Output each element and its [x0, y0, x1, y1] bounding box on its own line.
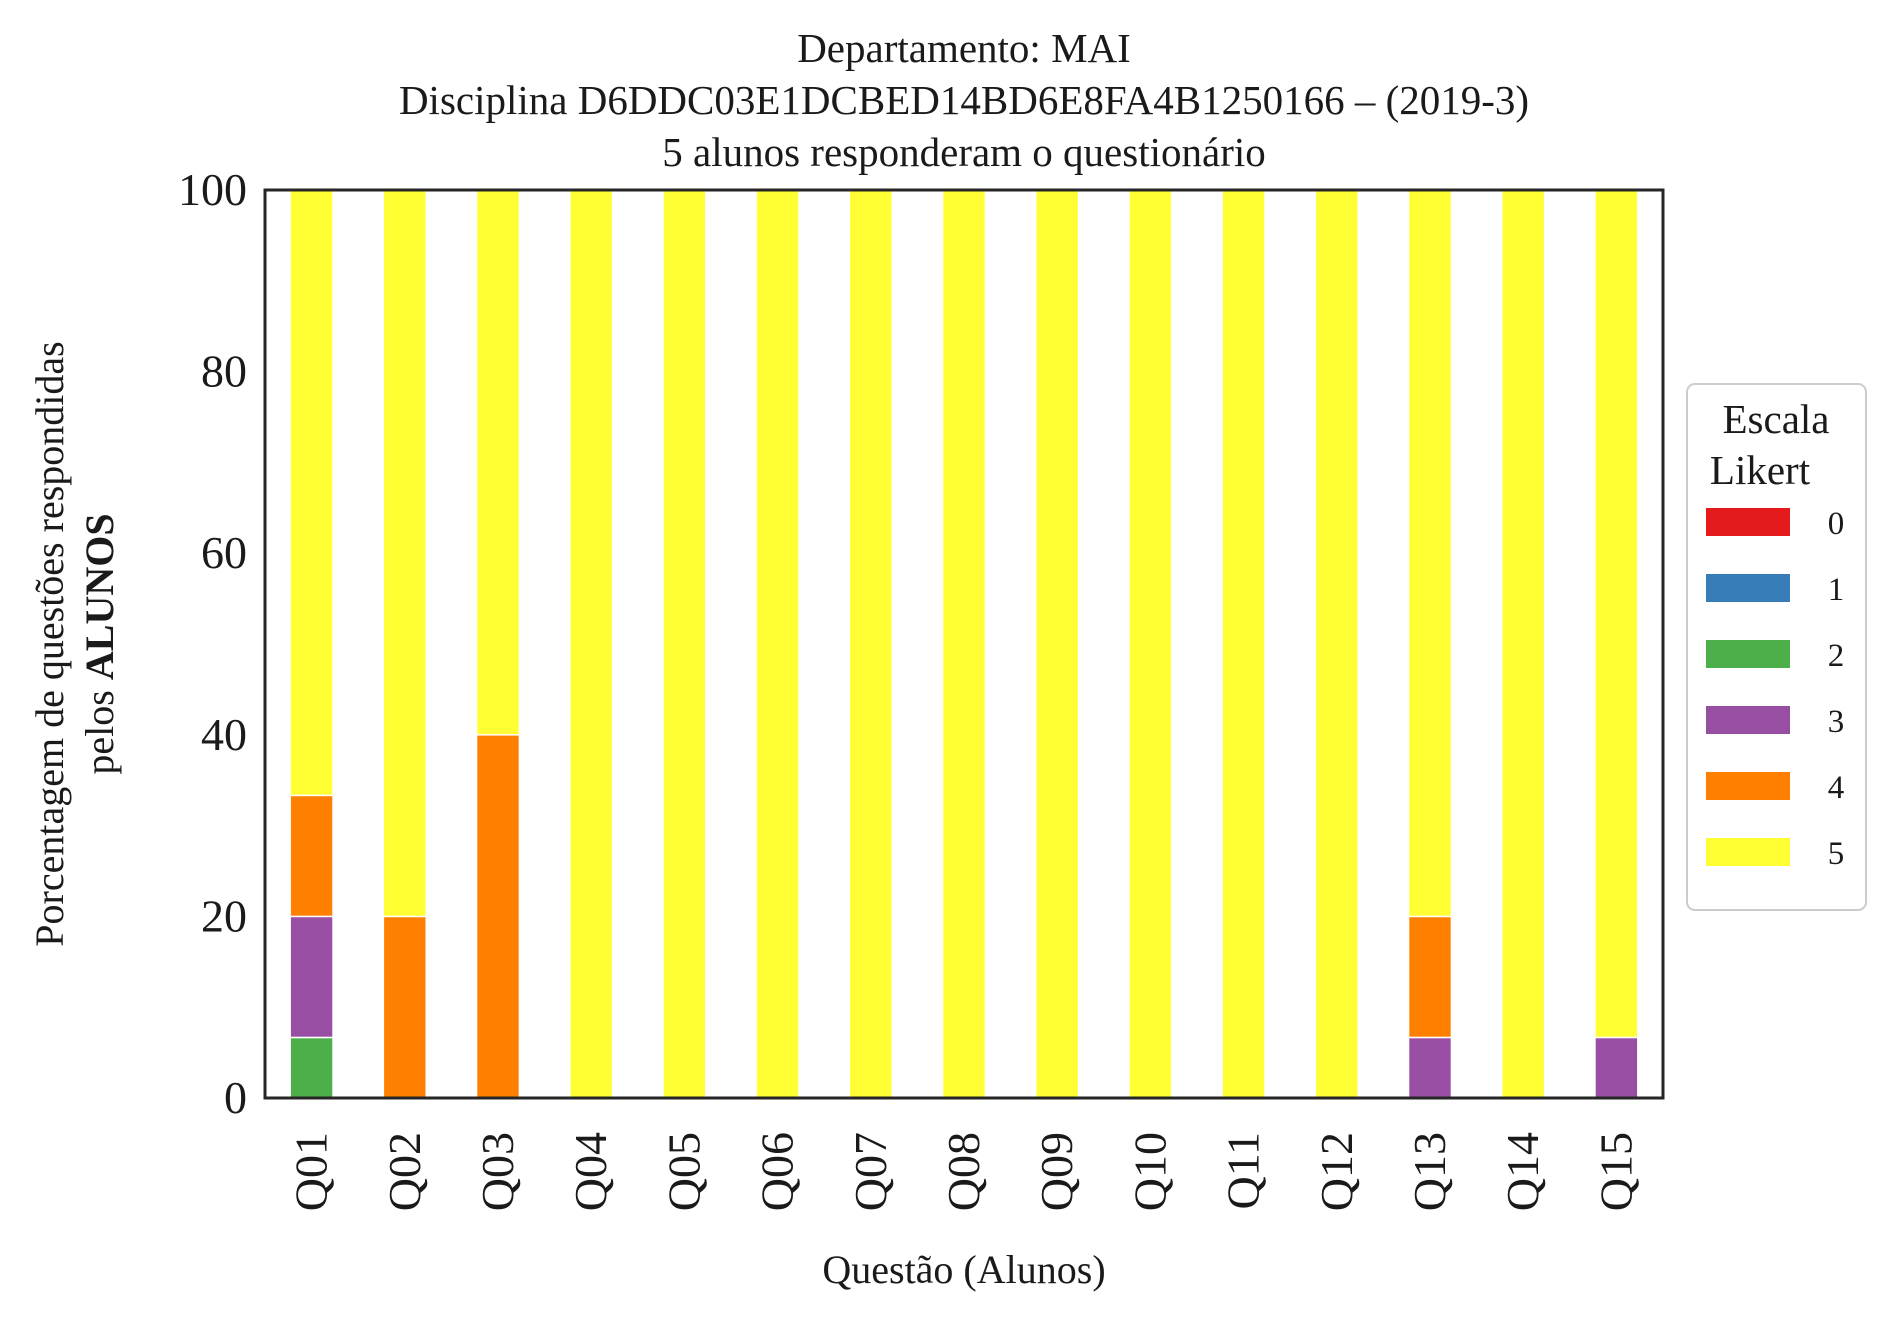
x-tick-label-q09: Q09: [1031, 1132, 1082, 1211]
y-axis-label-line1: Porcentagem de questões respondidas: [27, 341, 72, 946]
x-tick-label-q02: Q02: [379, 1132, 430, 1211]
bar-segment-q15-likert-5: [1594, 189, 1639, 1039]
y-axis-label-line2: pelos ALUNOS: [77, 513, 122, 774]
bar-segment-q11-likert-5: [1221, 189, 1266, 1099]
bar-segment-q06-likert-5: [755, 189, 800, 1099]
bar-segment-q09-likert-5: [1035, 189, 1080, 1099]
legend-label-2: 2: [1828, 638, 1845, 674]
legend-swatch-1: [1706, 574, 1790, 602]
y-tick-label-100: 100: [178, 164, 247, 215]
legend-title-line1: Escala: [1723, 396, 1830, 442]
y-tick-label-0: 0: [224, 1072, 247, 1123]
legend-label-3: 3: [1828, 704, 1845, 740]
x-tick-label-q08: Q08: [938, 1132, 989, 1211]
legend-swatch-2: [1706, 640, 1790, 668]
y-axis-ticks: 0 20 40 60 80 100: [178, 164, 247, 1123]
x-tick-label-q12: Q12: [1311, 1132, 1362, 1211]
y-tick-label-60: 60: [201, 527, 247, 578]
bar-segment-q14-likert-5: [1501, 189, 1546, 1099]
x-tick-label-q05: Q05: [658, 1132, 709, 1211]
legend-swatch-5: [1706, 838, 1790, 866]
legend-label-1: 1: [1828, 572, 1845, 608]
legend-swatch-0: [1706, 508, 1790, 536]
bar-segment-q05-likert-5: [662, 189, 707, 1099]
y-axis-label: Porcentagem de questões respondidas pelo…: [27, 341, 122, 946]
bar-segment-q13-likert-3: [1407, 1036, 1453, 1099]
x-tick-label-q10: Q10: [1124, 1132, 1175, 1211]
x-tick-label-q15: Q15: [1590, 1132, 1641, 1211]
bar-segment-q03-likert-4: [475, 734, 521, 1099]
bar-segment-q01-likert-3: [289, 915, 334, 1039]
bar-segment-q13-likert-4: [1407, 915, 1453, 1039]
legend-items: 0 1 2 3 4 5: [1706, 506, 1844, 872]
x-axis-ticks: Q01 Q02 Q03 Q04 Q05 Q06 Q07 Q08 Q09 Q10 Q11 Q12 Q13 Q…: [286, 1132, 1642, 1211]
x-tick-label-q13: Q13: [1404, 1132, 1455, 1211]
legend-label-0: 0: [1828, 506, 1845, 542]
chart-title-course: Disciplina D6DDC03E1DCBED14BD6E8FA4B1250…: [399, 77, 1529, 123]
bar-segment-q12-likert-5: [1314, 189, 1359, 1099]
chart-title-respondents: 5 alunos responderam o questionário: [662, 129, 1265, 175]
x-axis-label: Questão (Alunos): [822, 1247, 1105, 1292]
bar-segment-q02-likert-5: [382, 189, 427, 918]
bar-segment-q01-likert-2: [289, 1036, 334, 1099]
bar-segment-q03-likert-5: [475, 189, 521, 736]
y-tick-label-40: 40: [201, 709, 247, 760]
legend-label-4: 4: [1828, 770, 1845, 806]
bar-segment-q13-likert-5: [1407, 189, 1453, 918]
legend: Escala Likert 0 1 2 3 4 5: [1686, 383, 1867, 911]
x-tick-label-q03: Q03: [472, 1132, 523, 1211]
bar-group: [289, 189, 1639, 1099]
x-tick-label-q04: Q04: [565, 1132, 616, 1211]
x-tick-label-q07: Q07: [845, 1132, 896, 1211]
y-axis-label-prefix: pelos: [77, 680, 122, 774]
legend-swatch-3: [1706, 706, 1790, 734]
chart-title-department: Departamento: MAI: [797, 25, 1131, 71]
bar-segment-q04-likert-5: [569, 189, 614, 1099]
x-tick-label-q01: Q01: [286, 1132, 337, 1211]
bar-segment-q07-likert-5: [848, 189, 893, 1099]
legend-title-line2: Likert: [1710, 447, 1811, 493]
bar-segment-q01-likert-5: [289, 189, 334, 797]
legend-label-5: 5: [1828, 836, 1845, 872]
bar-segment-q15-likert-3: [1594, 1036, 1639, 1099]
x-tick-label-q11: Q11: [1218, 1132, 1269, 1210]
x-tick-label-q06: Q06: [752, 1132, 803, 1211]
y-axis-label-bold: ALUNOS: [77, 513, 122, 680]
bar-segment-q01-likert-4: [289, 794, 334, 918]
bar-segment-q08-likert-5: [941, 189, 987, 1099]
legend-swatch-4: [1706, 772, 1790, 800]
bar-segment-q02-likert-4: [382, 915, 427, 1099]
y-tick-label-80: 80: [201, 346, 247, 397]
plot-frame: [263, 188, 1665, 1100]
bar-segment-q10-likert-5: [1128, 189, 1173, 1099]
x-tick-label-q14: Q14: [1497, 1132, 1548, 1211]
y-tick-label-20: 20: [201, 890, 247, 941]
